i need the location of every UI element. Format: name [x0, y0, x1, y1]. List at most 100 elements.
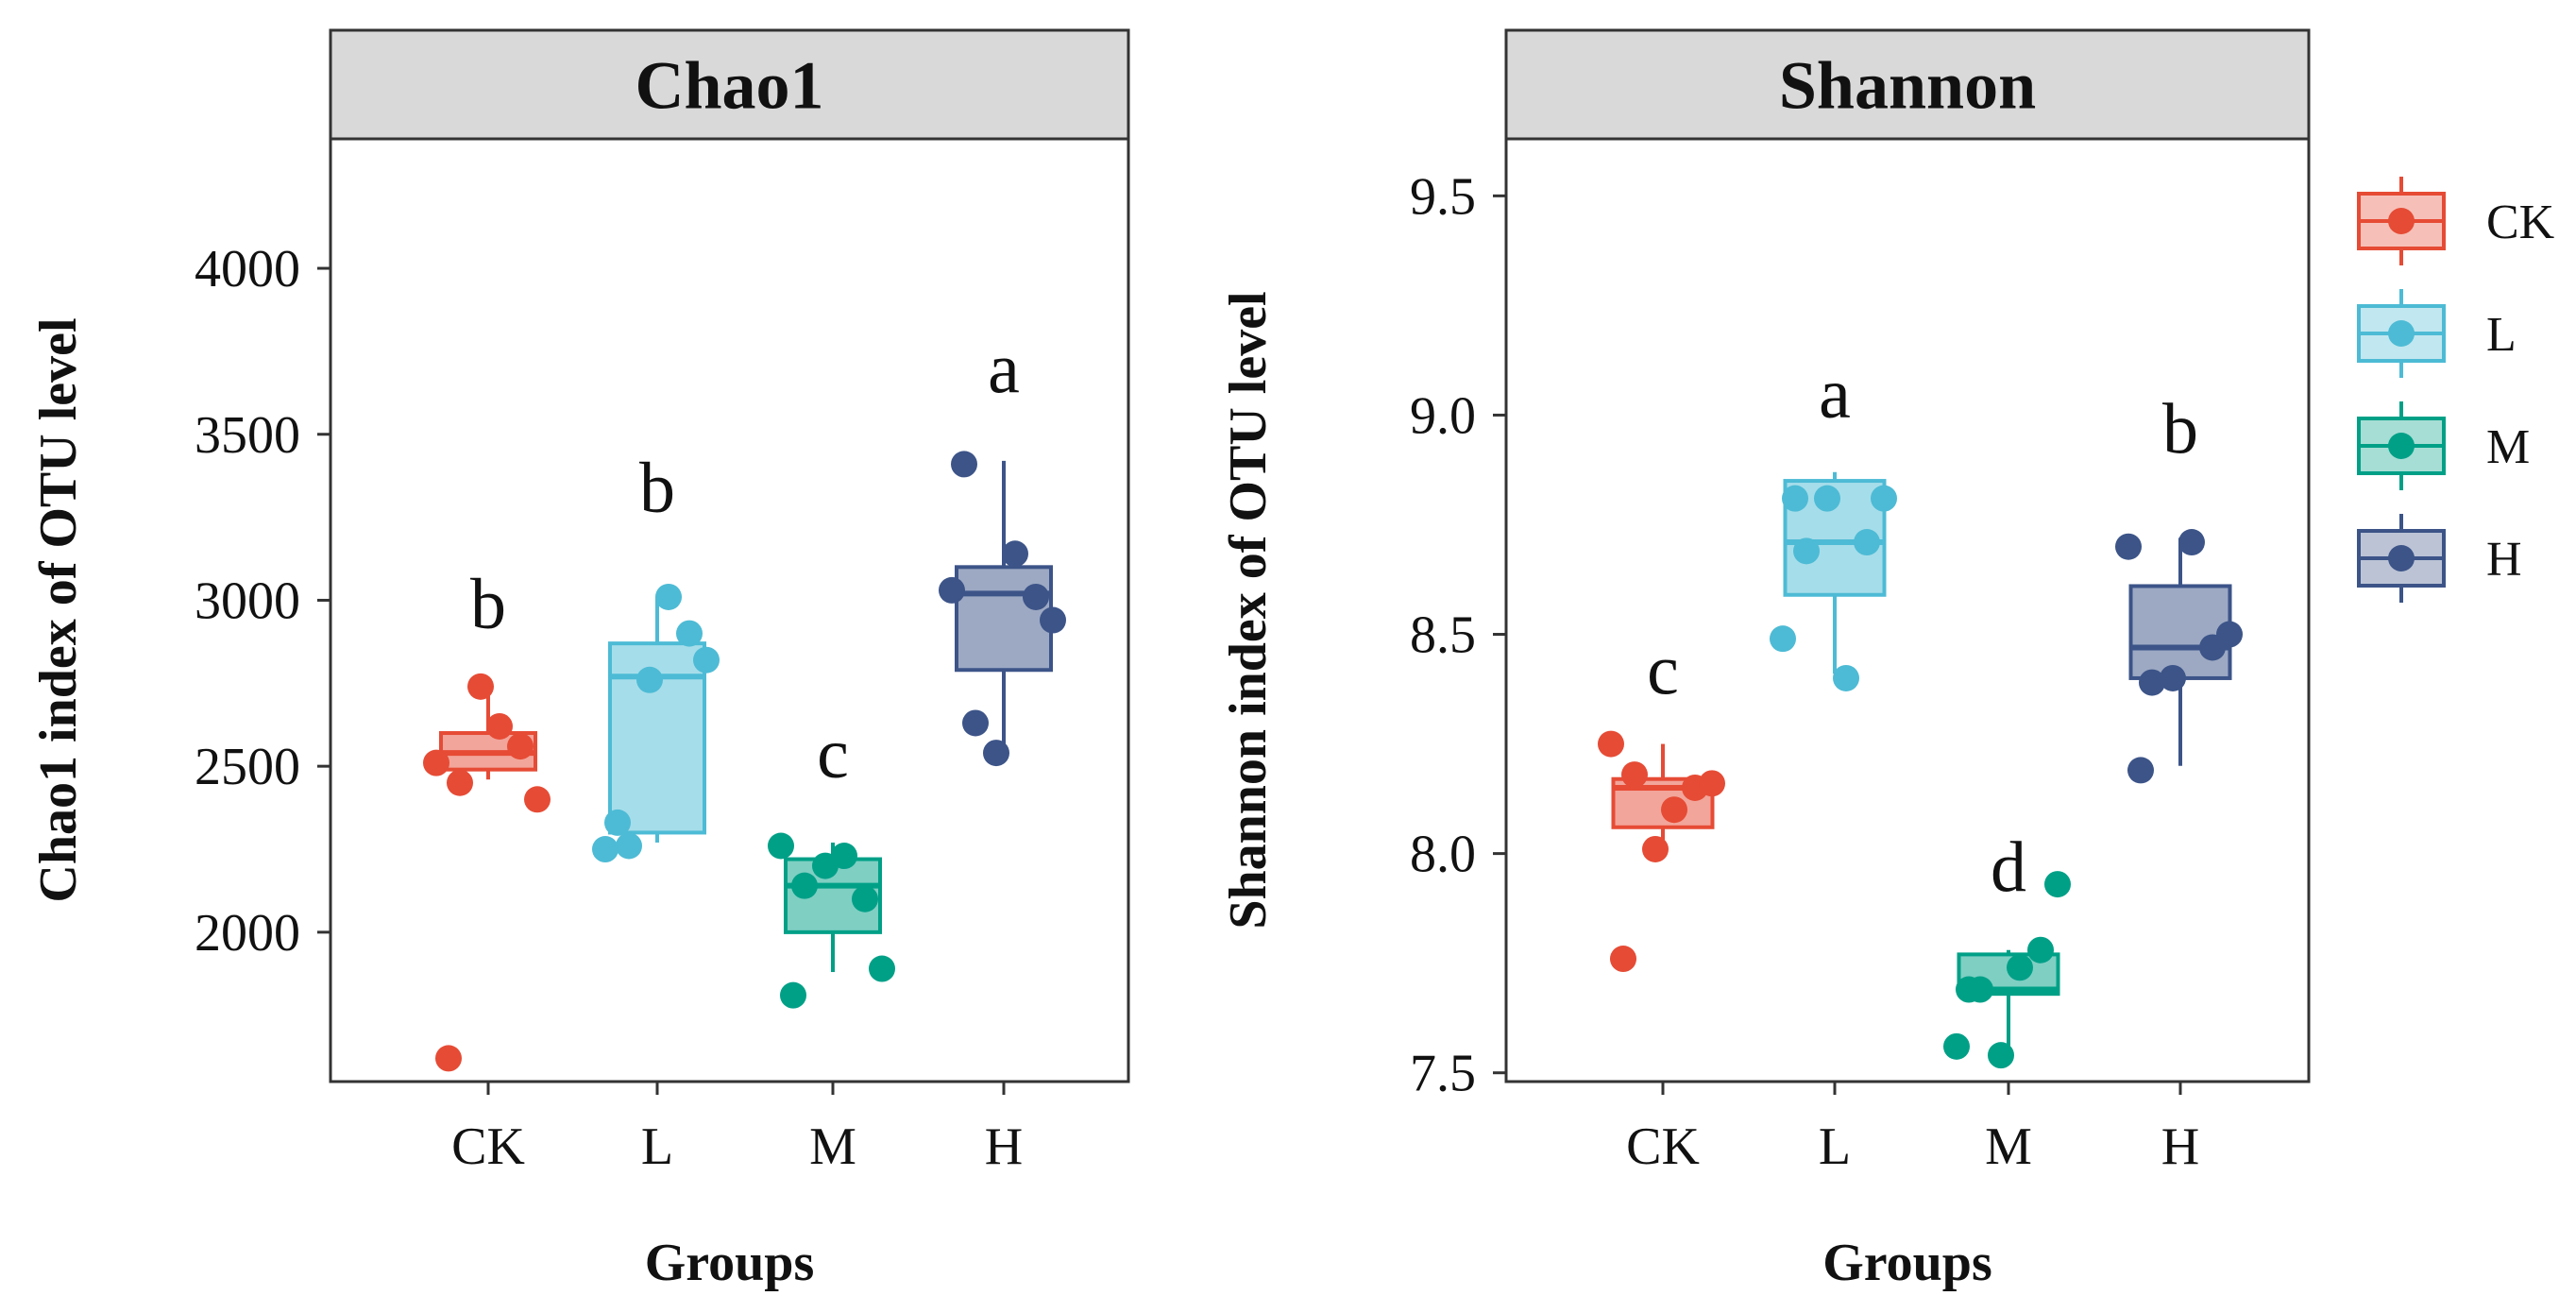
data-point	[1610, 946, 1636, 973]
data-point	[1621, 761, 1648, 789]
chao1-y-tick-label: 3500	[195, 406, 300, 465]
box-body	[2128, 584, 2232, 680]
shannon-y-axis-title: Shannon index of OTU level	[1219, 291, 1278, 929]
data-point	[2007, 954, 2033, 981]
data-point	[791, 872, 818, 899]
shannon-y-tick-label: 8.5	[1410, 606, 1476, 665]
data-point	[939, 576, 965, 604]
shannon-x-tick-label: CK	[1626, 1117, 1700, 1176]
chao1-box-ck	[423, 673, 551, 1072]
data-point	[951, 451, 977, 478]
data-point	[962, 709, 989, 737]
data-point	[435, 1045, 462, 1072]
data-point	[676, 620, 703, 647]
data-point	[1770, 625, 1796, 653]
legend-key-m	[2357, 401, 2446, 490]
data-point	[2160, 664, 2186, 691]
data-point	[2115, 533, 2142, 560]
shannon-y-tick-label: 8.0	[1410, 826, 1476, 884]
chao1-x-axis-title: Groups	[645, 1234, 814, 1292]
chao1-x-tick-label: H	[985, 1117, 1023, 1176]
data-point	[507, 733, 534, 760]
data-point	[1782, 485, 1808, 512]
data-point	[1040, 606, 1066, 634]
data-point	[1854, 529, 1880, 556]
legend-point	[2388, 433, 2415, 459]
shannon-significance-letter: b	[2162, 389, 2198, 469]
chao1-panel: Chao1 2000 2500 3000 3500 4000 CK L M H Groups Chao…	[29, 28, 1130, 1292]
shannon-y-tick-label: 9.0	[1410, 386, 1476, 445]
shannon-y-tick-label: 7.5	[1410, 1045, 1476, 1103]
legend-key-l	[2357, 289, 2446, 378]
data-point	[1002, 540, 1028, 568]
shannon-box-h	[2115, 529, 2243, 784]
data-point	[1661, 796, 1687, 824]
data-point	[1943, 1032, 1970, 1060]
data-point	[768, 832, 794, 860]
chao1-box-l	[592, 583, 720, 863]
data-point	[693, 646, 720, 674]
legend-label-ck: CK	[2486, 196, 2555, 249]
data-point	[1793, 537, 1820, 565]
chao1-significance-letter: c	[817, 714, 849, 793]
shannon-y-tick-label: 9.5	[1410, 167, 1476, 226]
shannon-panel: Shannon 7.5 8.0 8.5 9.0 9.5 CK L M H Groups Shannon…	[1219, 28, 2311, 1292]
data-point	[423, 749, 449, 776]
shannon-box-l	[1770, 471, 1897, 691]
chao1-significance-letter: b	[639, 449, 675, 528]
data-point	[983, 740, 1009, 767]
data-point	[1023, 583, 1049, 610]
data-point	[2178, 529, 2205, 556]
legend-point	[2388, 320, 2415, 347]
legend-point	[2388, 545, 2415, 571]
data-point	[1871, 485, 1897, 512]
legend: CK L M H	[2357, 177, 2555, 603]
chao1-x-tick-label: L	[641, 1117, 673, 1176]
data-point	[1642, 835, 1669, 862]
data-point	[1833, 664, 1859, 691]
shannon-x-tick-label: M	[1985, 1117, 2032, 1176]
shannon-significance-letter: c	[1647, 631, 1679, 710]
shannon-strip	[1504, 28, 2311, 141]
data-point	[636, 666, 663, 693]
data-point	[2127, 757, 2154, 784]
legend-point	[2388, 208, 2415, 234]
legend-key-h	[2357, 514, 2446, 603]
chao1-box-m	[768, 832, 895, 1009]
data-point	[1988, 1042, 2014, 1069]
data-point	[592, 836, 619, 863]
chao1-x-tick-label: CK	[451, 1117, 525, 1176]
chao1-strip	[329, 28, 1130, 141]
shannon-strip-title: Shannon	[1779, 48, 2036, 124]
data-point	[2216, 621, 2243, 648]
chao1-significance-letter: a	[988, 329, 1020, 408]
shannon-x-axis-title: Groups	[1822, 1234, 1991, 1292]
box-body	[955, 565, 1053, 673]
data-point	[524, 786, 551, 813]
data-point	[655, 583, 682, 610]
chao1-y-tick-label: 2000	[195, 904, 300, 963]
chao1-box-h	[939, 451, 1066, 767]
data-point	[2027, 936, 2054, 963]
shannon-x-tick-label: L	[1819, 1117, 1851, 1176]
data-point	[2044, 871, 2071, 898]
chao1-y-tick-label: 4000	[195, 240, 300, 298]
legend-label-m: M	[2486, 420, 2530, 474]
chao1-y-tick-label: 3000	[195, 571, 300, 630]
chao1-strip-title: Chao1	[635, 48, 823, 124]
data-point	[467, 673, 494, 700]
chao1-significance-letter: b	[470, 565, 506, 644]
data-point	[831, 843, 857, 870]
legend-label-h: H	[2486, 533, 2522, 587]
data-point	[780, 981, 806, 1009]
chao1-x-tick-label: M	[809, 1117, 856, 1176]
shannon-box-ck	[1598, 730, 1725, 973]
data-point	[852, 885, 878, 912]
shannon-significance-letter: a	[1819, 354, 1851, 434]
legend-key-ck	[2357, 177, 2446, 265]
data-point	[447, 769, 473, 796]
data-point	[1598, 730, 1624, 758]
data-point	[1956, 976, 1982, 1003]
data-point	[486, 712, 513, 740]
